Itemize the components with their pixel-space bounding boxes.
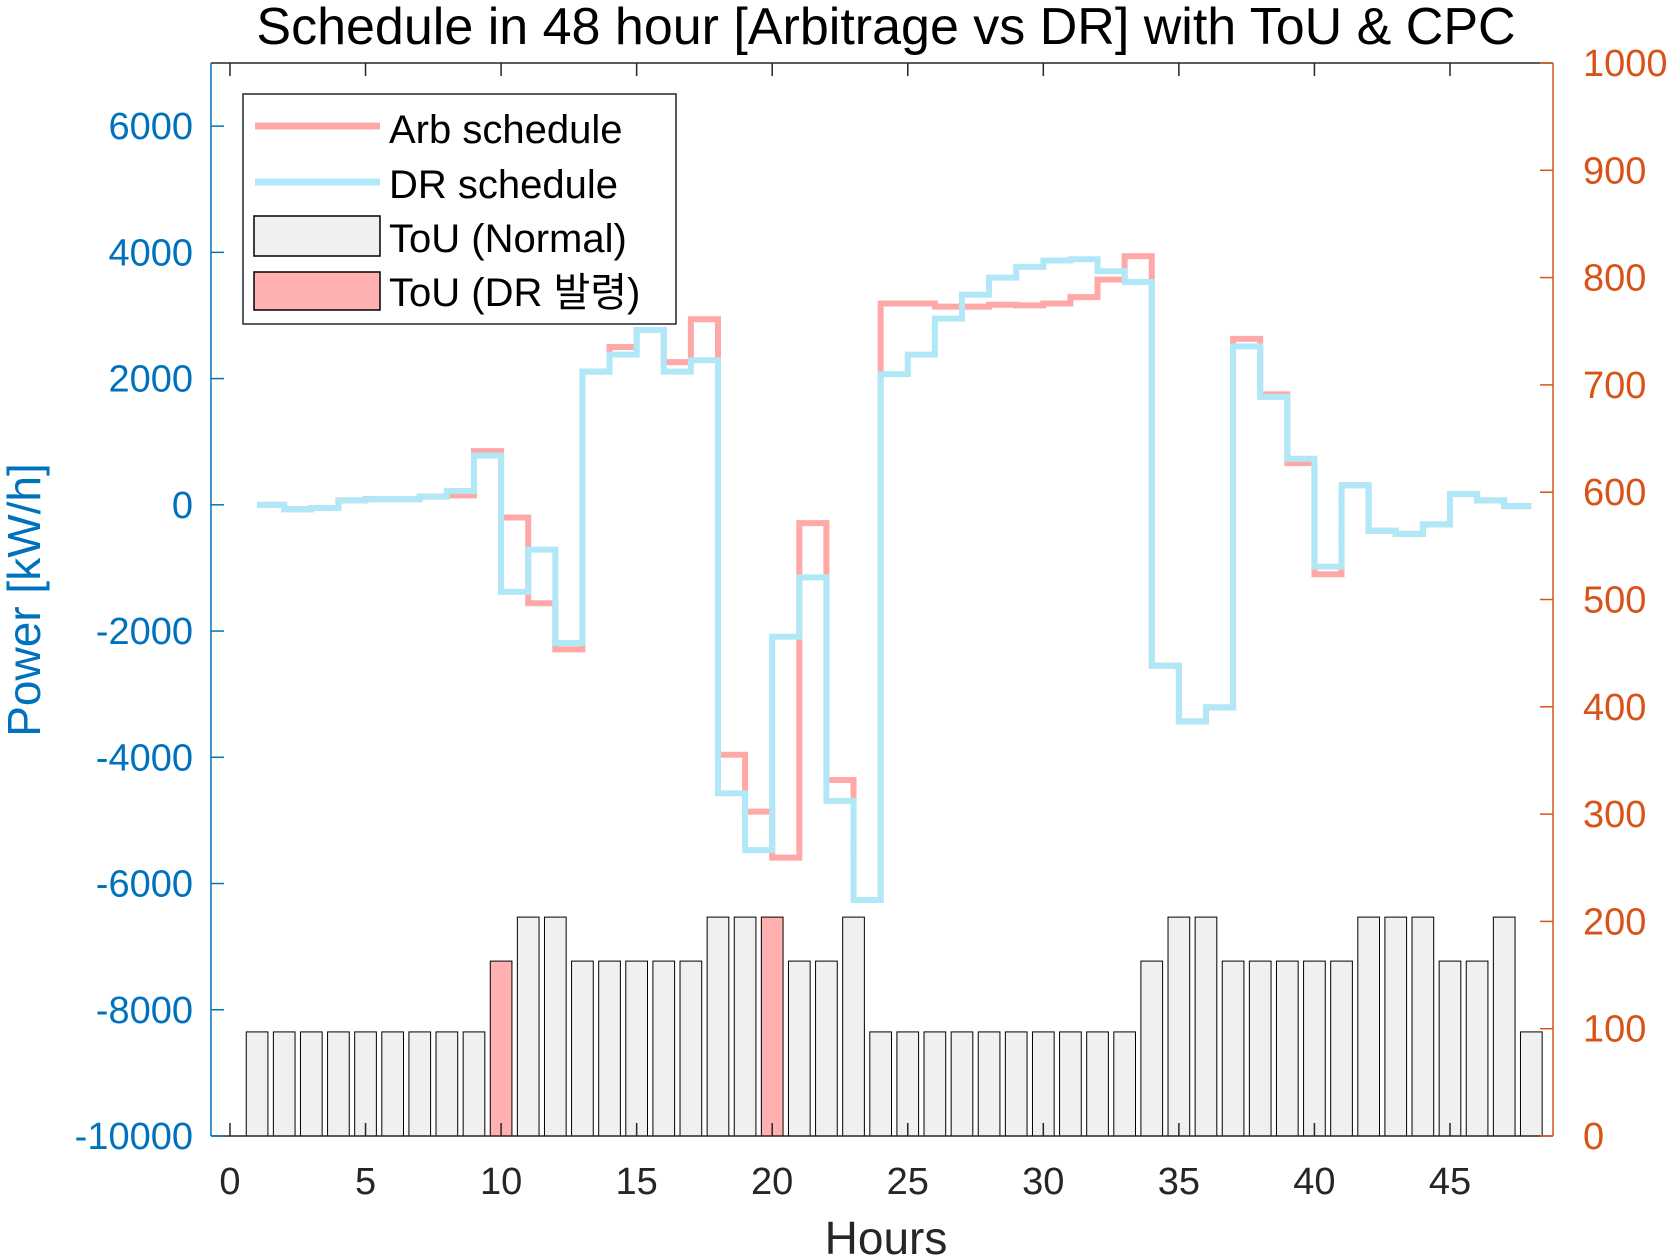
tou-bar: [408, 1031, 432, 1137]
tou-bar: [733, 916, 757, 1137]
x-tick-label: 35: [1158, 1161, 1200, 1203]
y-tick-label-right: 900: [1583, 150, 1646, 192]
legend-label-arb: Arb schedule: [389, 108, 622, 152]
legend: Arb schedule DR schedule ToU (Normal) To…: [242, 93, 677, 325]
tou-bar: [950, 1031, 974, 1137]
arb-schedule-line: [257, 253, 1532, 903]
legend-label-dr: DR schedule: [389, 163, 618, 207]
y-tick-label-left: 4000: [108, 232, 193, 274]
tou-bar: [787, 960, 811, 1137]
tou-bar: [1492, 916, 1516, 1137]
tou-bar: [625, 960, 648, 1137]
dr-schedule-line: [257, 256, 1532, 903]
tou-bar-dr: [760, 916, 784, 1137]
tou-bars: [245, 916, 1543, 1137]
tou-bar: [462, 1031, 486, 1137]
tou-bar: [706, 916, 730, 1137]
tou-bar-dr: [489, 960, 513, 1137]
tou-bar: [1519, 1031, 1543, 1137]
y-tick-label-left: 2000: [108, 359, 193, 401]
tou-bar: [1004, 1031, 1028, 1137]
tou-bar: [516, 916, 540, 1137]
tou-bar: [299, 1031, 323, 1137]
x-tick-label: 5: [355, 1161, 376, 1203]
tou-bar: [869, 1031, 892, 1137]
x-tick-label: 25: [887, 1161, 929, 1203]
y-tick-label-right: 800: [1583, 258, 1646, 300]
tou-bar: [815, 960, 838, 1137]
tou-bar: [1384, 916, 1408, 1137]
y-tick-label-right: 600: [1583, 472, 1646, 514]
x-tick-label: 15: [616, 1161, 658, 1203]
axes: 0 5 10 15 20 25 30 35 40 45 -10000 -8000 -6000 -4000 -…: [75, 43, 1668, 1203]
y-tick-label-left: 6000: [108, 106, 193, 148]
y-tick-label-left: -10000: [75, 1116, 193, 1158]
tou-bar: [923, 1031, 947, 1137]
x-tick-label: 20: [751, 1161, 793, 1203]
tou-bar: [543, 916, 567, 1137]
y-tick-label-right: 700: [1583, 365, 1646, 407]
tou-bar: [1411, 916, 1435, 1137]
tou-bar: [652, 960, 676, 1137]
tou-bar: [1438, 960, 1462, 1137]
tou-bar: [679, 960, 703, 1137]
y-tick-label-left: -8000: [96, 990, 193, 1032]
y-axis-label-left: Power [kW/h]: [0, 463, 50, 737]
tou-bar: [245, 1031, 269, 1137]
tou-bar: [1167, 916, 1191, 1137]
y-tick-label-right: 500: [1583, 580, 1646, 622]
tou-bar: [1248, 960, 1272, 1137]
tou-bar: [327, 1031, 350, 1137]
tou-bar: [598, 960, 621, 1137]
tou-bar: [354, 1031, 377, 1137]
y-tick-label-left: 0: [172, 485, 193, 527]
tou-bar: [1465, 960, 1489, 1137]
tou-bar: [272, 1031, 296, 1137]
tou-bar: [381, 1031, 404, 1137]
tou-bar: [1140, 960, 1164, 1137]
tou-bar: [1275, 960, 1299, 1137]
legend-swatch-tou-dr: [253, 271, 381, 311]
y-tick-label-left: -6000: [96, 864, 193, 906]
y-tick-label-right: 0: [1583, 1116, 1604, 1158]
y-tick-label-right: 300: [1583, 794, 1646, 836]
tou-bar: [1113, 1031, 1136, 1137]
x-tick-label: 40: [1293, 1161, 1335, 1203]
y-tick-label-left: -2000: [96, 611, 193, 653]
chart-title: Schedule in 48 hour [Arbitrage vs DR] wi…: [256, 0, 1515, 56]
y-tick-label-right: 400: [1583, 687, 1646, 729]
tou-bar: [1357, 916, 1380, 1137]
x-tick-label: 0: [219, 1161, 240, 1203]
tou-bar: [1031, 1031, 1055, 1137]
legend-label-tou-dr: ToU (DR 발령): [389, 271, 640, 315]
tou-bar: [435, 1031, 459, 1137]
tou-bar: [1330, 960, 1353, 1137]
legend-swatch-tou-normal: [253, 215, 381, 257]
schedule-lines: [257, 253, 1532, 903]
x-tick-label: 10: [480, 1161, 522, 1203]
tou-bar: [896, 1031, 920, 1137]
tou-bar: [1194, 916, 1218, 1137]
tou-bar: [571, 960, 594, 1137]
y-tick-label-left: -4000: [96, 737, 193, 779]
y-tick-label-right: 100: [1583, 1009, 1646, 1051]
x-tick-label: 30: [1022, 1161, 1064, 1203]
x-axis-label: Hours: [825, 1212, 948, 1260]
tou-bar: [1221, 960, 1245, 1137]
y-tick-label-right: 200: [1583, 901, 1646, 943]
tou-bar: [1303, 960, 1326, 1137]
legend-label-tou-normal: ToU (Normal): [389, 217, 627, 261]
tou-bar: [1059, 1031, 1082, 1137]
tou-bar: [1086, 1031, 1109, 1137]
tou-bar: [977, 1031, 1001, 1137]
tou-bar: [842, 916, 865, 1137]
y-tick-label-right: 1000: [1583, 43, 1668, 85]
x-tick-label: 45: [1429, 1161, 1471, 1203]
